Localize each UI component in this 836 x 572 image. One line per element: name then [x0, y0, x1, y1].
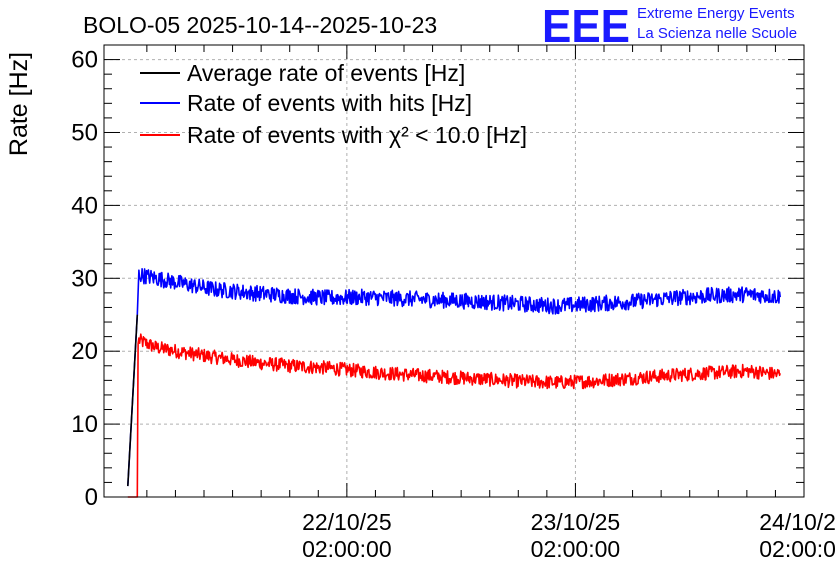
x-tick-labels: 22/10/2502:00:0023/10/2502:00:0024/10/25… — [302, 509, 836, 562]
y-tick-label: 10 — [71, 411, 98, 438]
legend-label: Rate of events with hits [Hz] — [187, 90, 472, 116]
x-tick-time: 02:00:00 — [531, 536, 621, 562]
x-tick-date: 24/10/25 — [759, 509, 836, 535]
y-tick-label: 0 — [85, 484, 98, 511]
x-tick-date: 22/10/25 — [302, 509, 392, 535]
x-tick-date: 23/10/25 — [531, 509, 621, 535]
y-tick-labels: 0 10 20 30 40 50 60 — [71, 47, 98, 511]
series-line — [127, 268, 781, 487]
y-tick-label: 20 — [71, 338, 98, 365]
series-line — [127, 314, 139, 487]
y-axis-label: Rate [Hz] — [5, 52, 33, 156]
y-tick-label: 40 — [71, 192, 98, 219]
chart-title: BOLO-05 2025-10-14--2025-10-23 — [83, 12, 437, 38]
x-tick-time: 02:00:00 — [759, 536, 836, 562]
legend-label: Rate of events with χ² < 10.0 [Hz] — [187, 122, 527, 148]
grid-lines — [104, 45, 805, 497]
series-lines — [127, 268, 781, 498]
legend-label: Average rate of events [Hz] — [187, 60, 465, 86]
eee-logo: EEE Extreme Energy Events La Scienza nel… — [542, 0, 797, 52]
logo-mark: EEE — [542, 0, 630, 52]
y-tick-label: 50 — [71, 119, 98, 146]
series-line — [127, 333, 781, 498]
y-tick-label: 60 — [71, 47, 98, 74]
plot-frame — [103, 44, 805, 498]
logo-line-2: La Scienza nelle Scuole — [637, 25, 797, 42]
logo-line-1: Extreme Energy Events — [637, 5, 795, 22]
legend: Average rate of events [Hz] Rate of event… — [140, 60, 527, 148]
axis-ticks — [104, 44, 805, 498]
y-tick-label: 30 — [71, 265, 98, 292]
x-tick-time: 02:00:00 — [302, 536, 392, 562]
